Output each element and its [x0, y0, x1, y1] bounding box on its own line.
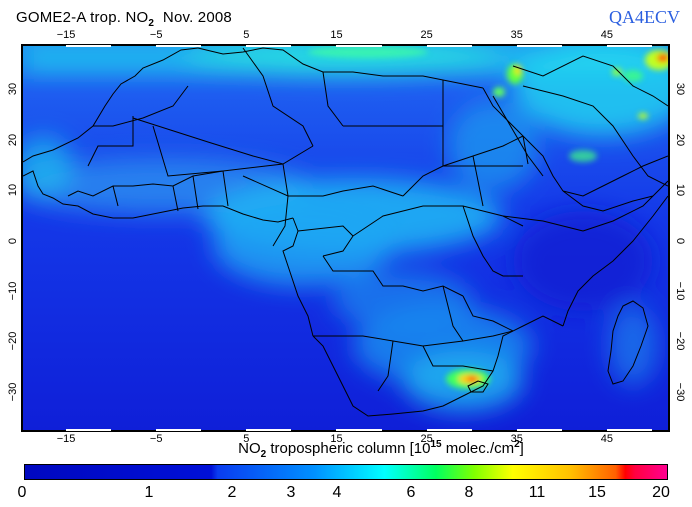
country-borders [23, 47, 668, 417]
y-tick-right: −20 [674, 331, 686, 351]
x-tick-top: 45 [600, 29, 614, 41]
x-tick-top: 15 [330, 29, 343, 41]
x-tick-top: 25 [420, 29, 433, 41]
no2-hotspots [308, 46, 668, 389]
x-tick-top: −15 [56, 29, 76, 41]
y-tick-left: 0 [7, 237, 19, 244]
frame-segment [246, 429, 292, 431]
xlabel-sub: 2 [260, 449, 267, 460]
y-tick-right: 10 [674, 184, 686, 197]
x-tick-bottom: −5 [149, 433, 163, 445]
frame-segment [426, 429, 472, 431]
x-tick-bottom: 35 [510, 433, 523, 445]
frame-segment [606, 429, 652, 431]
x-tick-bottom: 15 [330, 433, 343, 445]
y-tick-left: 30 [7, 83, 19, 96]
y-tick-left: −10 [7, 281, 19, 301]
y-tick-right: −10 [674, 281, 686, 301]
y-tick-left: 20 [7, 133, 19, 146]
x-tick-top: 35 [510, 29, 523, 41]
plot-title: GOME2-A trop. NO2 Nov. 2008 [16, 9, 232, 29]
y-tick-left: 10 [7, 184, 19, 197]
x-tick-bottom: 5 [243, 433, 250, 445]
xlabel-unit-exponent: 2 [514, 439, 520, 450]
xlabel-exponent: 15 [430, 439, 442, 450]
title-subscript: 2 [148, 18, 155, 29]
x-tick-top: 5 [243, 29, 250, 41]
x-tick-bottom: 45 [600, 433, 614, 445]
colorbar-tick: 20 [652, 484, 670, 501]
xlabel-unit: molec./cm [441, 440, 515, 457]
x-tick-bottom: −15 [56, 433, 76, 445]
frame-segment [156, 429, 202, 431]
frame-segment [246, 45, 292, 47]
brand-logo: QA4ECV [609, 7, 680, 27]
colorbar-tick: 2 [227, 484, 237, 501]
y-tick-right: 0 [674, 237, 686, 244]
map-canvas [23, 46, 668, 430]
y-tick-left: −20 [7, 331, 19, 351]
frame-segment [336, 45, 382, 47]
x-tick-top: −5 [149, 29, 163, 41]
colorbar-tick: 0 [17, 484, 27, 501]
frame-segment [516, 429, 562, 431]
colorbar-tick: 8 [464, 484, 474, 501]
xlabel-middle: tropospheric column [10 [266, 440, 431, 457]
colorbar-tick: 1 [144, 484, 154, 501]
y-tick-right: 30 [674, 83, 686, 96]
title-date: Nov. 2008 [154, 9, 232, 26]
frame-segment [516, 45, 562, 47]
y-tick-left: −30 [7, 382, 19, 402]
colorbar-tick: 11 [528, 484, 546, 501]
colorbar-label: NO2 tropospheric column [1015 molec./cm2… [0, 439, 692, 460]
title-text: GOME2-A trop. NO [16, 9, 149, 26]
no2-map [21, 44, 670, 432]
frame-segment [426, 45, 472, 47]
colorbar [24, 464, 668, 480]
frame-segment [66, 429, 112, 431]
xlabel-end: ] [519, 440, 524, 457]
x-tick-bottom: 25 [420, 433, 433, 445]
colorbar-tick: 6 [406, 484, 416, 501]
y-tick-right: 20 [674, 133, 686, 146]
frame-segment [156, 45, 202, 47]
colorbar-tick: 15 [588, 484, 606, 501]
colorbar-tick: 3 [286, 484, 296, 501]
frame-segment [66, 45, 112, 47]
y-tick-right: −30 [674, 382, 686, 402]
frame-segment [606, 45, 652, 47]
frame-segment [336, 429, 382, 431]
colorbar-tick: 4 [332, 484, 342, 501]
xlabel-prefix: NO [238, 440, 261, 457]
